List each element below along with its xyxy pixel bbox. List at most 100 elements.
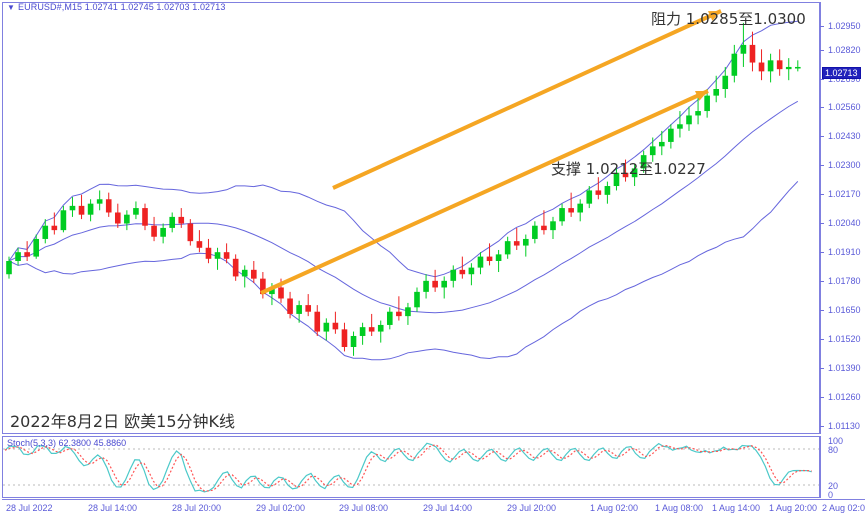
price-tick-label-7: 1.02040 [828,218,861,228]
stoch-level-100: 100 [828,436,844,446]
price-tick-label-5: 1.02300 [828,160,861,170]
time-tick-label-1: 28 Jul 14:00 [88,503,138,513]
candle-body [595,190,602,195]
candle-body [767,60,774,72]
trendline-support[interactable] [260,89,709,295]
candle-body [133,208,139,215]
price-chart-panel[interactable] [2,2,820,434]
candle-body [441,280,448,288]
bb-mid [8,100,799,314]
time-tick-label-2: 28 Jul 20:00 [172,503,222,513]
candle-body [776,60,783,70]
candle-body [604,186,611,195]
time-axis[interactable]: 28 Jul 2022 28 Jul 14:00 28 Jul 20:00 29 Ju… [2,499,865,518]
candle-body [613,172,620,187]
candle-body [405,307,411,317]
price-tick-label-4: 1.02430 [828,131,861,141]
candle-body [785,66,792,70]
price-tick [820,79,824,80]
candle-body [196,241,203,248]
price-tick-label-2: 1.02690 [828,74,861,84]
candle-body [713,89,720,96]
time-tick-label-8: 1 Aug 08:00 [655,503,704,513]
stochastic-axis[interactable]: 100 80 20 0 [820,436,865,500]
trendline-resistance[interactable] [332,9,722,190]
candle-body [513,241,520,246]
candle-body [323,322,330,332]
candle-body [459,269,466,275]
stoch-level-0: 0 [828,490,834,500]
candle-body [559,208,565,222]
candle-body [51,225,58,231]
candle-body [432,280,438,288]
price-tick [820,397,824,398]
candle-body [124,214,130,224]
price-tick-label-8: 1.01910 [828,247,861,257]
candle-body [631,168,638,178]
price-tick [820,339,824,340]
time-tick-label-0: 28 Jul 2022 [6,503,53,513]
candle-body [495,254,502,261]
price-tick [820,426,824,427]
candle-body [33,238,40,257]
price-axis-line [820,2,821,434]
candle-body [296,305,302,314]
candle-body [350,335,357,347]
price-tick [820,194,824,195]
candle-body [414,291,420,308]
price-tick [820,165,824,166]
candle-body [550,221,556,231]
candle-body [341,329,348,347]
candle-body [24,252,30,257]
candle-body [160,227,166,237]
candle-body [677,124,683,129]
candle-body [386,311,393,325]
candle-body [396,311,402,317]
time-tick-label-5: 29 Jul 14:00 [423,503,473,513]
trendline-arrow-resistance [708,11,721,21]
price-tick [820,50,824,51]
candle-body [332,322,339,330]
candle-body [722,75,729,89]
time-tick-label-11: 2 Aug 02:00 [822,503,865,513]
candle-body [704,95,710,112]
candle-body [260,278,266,295]
candle-body [114,212,121,224]
resistance-annotation: 阻力 1.0285至1.0300 [651,10,806,28]
time-tick-label-6: 29 Jul 20:00 [507,503,557,513]
stochastic-label: Stoch(5,3,3) 62.3800 45.8860 [7,438,127,448]
price-tick-label-13: 1.01260 [828,392,861,402]
candle-body [241,269,248,277]
price-axis[interactable]: 1.02950 1.02820 1.02690 1.02560 1.02430 1.023… [820,2,865,434]
symbol-header: ▼ EURUSD#,M15 1.02741 1.02745 1.02703 1.0… [7,2,225,12]
bb-upper [8,20,798,278]
candle-body [205,247,212,259]
price-tick [820,107,824,108]
price-tick-label-14: 1.01130 [828,421,860,431]
price-tick [820,281,824,282]
price-tick [820,26,824,27]
stochastic-panel[interactable] [2,436,820,498]
candle-body [187,223,194,242]
candle-body [60,210,67,231]
price-tick-label-1: 1.02820 [828,45,861,55]
caret-down-icon[interactable]: ▼ [7,3,16,12]
candle-body [214,252,221,259]
candle-body [305,305,312,312]
stochastic-svg [3,442,819,493]
candle-body [686,115,692,125]
candle-body [151,225,157,237]
stochastic-d-line [4,444,812,492]
candle-body [668,128,674,142]
price-tick [820,252,824,253]
candle-body [423,280,429,292]
candle-body [69,205,76,211]
candle-body [504,241,511,255]
candle-body [586,190,593,204]
price-tick [820,310,824,311]
candle-body [577,203,584,213]
price-tick-label-12: 1.01390 [828,363,861,373]
time-tick-label-9: 1 Aug 14:00 [712,503,761,513]
symbol-ohlc-text: EURUSD#,M15 1.02741 1.02745 1.02703 1.02… [18,2,226,12]
trendline-arrow-support [695,91,708,101]
